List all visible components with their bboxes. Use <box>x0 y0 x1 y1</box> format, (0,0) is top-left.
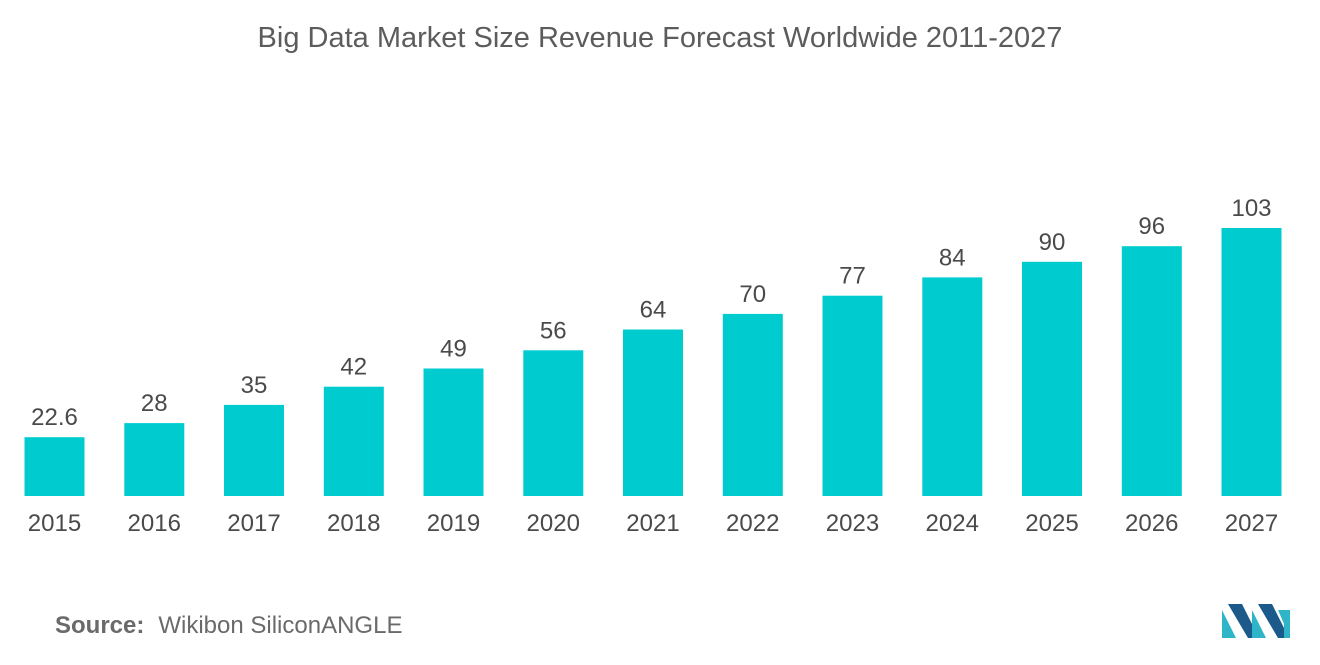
bar-2026 <box>1121 246 1182 496</box>
bar-2019 <box>423 368 484 496</box>
bar-2022 <box>722 313 783 496</box>
value-label-2026: 96 <box>1138 213 1165 240</box>
bar-2021 <box>623 329 683 496</box>
value-label-2018: 42 <box>340 354 367 381</box>
x-tick-label-2022: 2022 <box>726 510 779 537</box>
x-tick-label-2015: 2015 <box>28 510 81 537</box>
x-tick-label-2017: 2017 <box>227 510 280 537</box>
x-tick-label-2023: 2023 <box>826 510 879 537</box>
source-label: Source: <box>55 612 145 639</box>
x-tick-label-2027: 2027 <box>1225 510 1278 537</box>
chart-title: Big Data Market Size Revenue Forecast Wo… <box>257 22 1063 54</box>
bar-2027 <box>1221 228 1282 496</box>
value-label-2019: 49 <box>440 336 467 363</box>
bar-2024 <box>922 277 983 496</box>
value-label-2016: 28 <box>141 390 168 417</box>
bar-chart: 22.6 2015 28 2016 35 2017 42 2018 49 2019 56 2020 64… <box>24 195 1282 537</box>
bar-2015 <box>24 437 85 496</box>
source-text: Wikibon SiliconANGLE <box>158 612 403 639</box>
bar-2017 <box>224 404 284 496</box>
value-label-2020: 56 <box>540 317 567 344</box>
value-label-2015: 22.6 <box>31 404 78 431</box>
value-label-2017: 35 <box>241 372 268 399</box>
bar-2025 <box>1022 261 1082 496</box>
value-label-2022: 70 <box>739 281 766 308</box>
value-label-2021: 64 <box>640 297 667 324</box>
bar-2020 <box>523 350 584 496</box>
bar-2023 <box>822 295 883 496</box>
value-label-2024: 84 <box>939 244 966 271</box>
x-tick-label-2020: 2020 <box>527 510 580 537</box>
x-tick-label-2026: 2026 <box>1125 510 1178 537</box>
value-label-2027: 103 <box>1231 195 1271 222</box>
x-tick-label-2019: 2019 <box>427 510 480 537</box>
x-tick-label-2016: 2016 <box>128 510 181 537</box>
x-tick-label-2018: 2018 <box>327 510 380 537</box>
x-tick-label-2025: 2025 <box>1025 510 1078 537</box>
x-tick-label-2021: 2021 <box>626 510 679 537</box>
value-label-2023: 77 <box>839 263 866 290</box>
source-note: Source: Wikibon SiliconANGLE <box>55 612 402 640</box>
bar-2016 <box>124 423 185 496</box>
mordor-intelligence-logo-icon <box>1222 604 1290 638</box>
x-tick-label-2024: 2024 <box>926 510 979 537</box>
value-label-2025: 90 <box>1039 229 1066 256</box>
bar-2018 <box>323 386 384 496</box>
